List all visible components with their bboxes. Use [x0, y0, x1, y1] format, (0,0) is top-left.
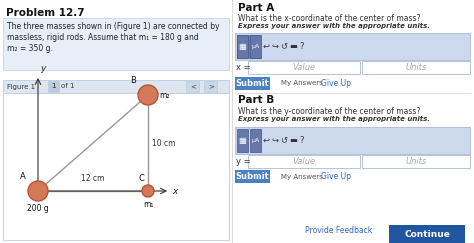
Text: ?: ?: [300, 136, 304, 145]
Text: 10 cm: 10 cm: [152, 139, 175, 148]
Text: Give Up: Give Up: [321, 79, 351, 88]
Text: m₂ = 350 g.: m₂ = 350 g.: [7, 44, 53, 53]
Text: Problem 12.7: Problem 12.7: [6, 8, 85, 18]
Text: massless, rigid rods. Assume that m₁ = 180 g and: massless, rigid rods. Assume that m₁ = 1…: [7, 33, 199, 42]
Circle shape: [142, 185, 154, 197]
Text: x =: x =: [236, 63, 251, 72]
Text: C: C: [138, 174, 144, 183]
Text: m₂: m₂: [159, 90, 170, 99]
Text: Express your answer with the appropriate units.: Express your answer with the appropriate…: [238, 116, 430, 122]
Text: ↪: ↪: [272, 42, 279, 51]
Text: Figure 1: Figure 1: [7, 84, 35, 89]
Text: Submit: Submit: [236, 79, 269, 88]
FancyBboxPatch shape: [389, 225, 465, 243]
Text: Submit: Submit: [236, 172, 269, 181]
Text: A: A: [20, 172, 26, 181]
Text: Provide Feedback: Provide Feedback: [305, 226, 373, 234]
Text: ?: ?: [300, 42, 304, 51]
Text: ↺: ↺: [281, 42, 288, 51]
Text: >: >: [208, 84, 214, 89]
Text: ▬: ▬: [289, 136, 297, 145]
Text: ▬: ▬: [289, 42, 297, 51]
Text: ▦: ▦: [238, 136, 246, 145]
FancyBboxPatch shape: [237, 35, 248, 58]
FancyBboxPatch shape: [186, 81, 199, 92]
Text: <: <: [190, 84, 196, 89]
Text: y: y: [40, 64, 46, 73]
FancyBboxPatch shape: [235, 77, 270, 90]
Text: Give Up: Give Up: [321, 172, 351, 181]
Text: Part B: Part B: [238, 95, 274, 105]
Text: m₁: m₁: [143, 200, 153, 209]
Text: Part A: Part A: [238, 3, 274, 13]
FancyBboxPatch shape: [248, 61, 360, 74]
Text: What is the x-coordinate of the center of mass?: What is the x-coordinate of the center o…: [238, 14, 420, 23]
Text: ↩: ↩: [263, 42, 270, 51]
FancyBboxPatch shape: [3, 93, 229, 240]
Text: µA: µA: [251, 44, 260, 49]
Text: Value: Value: [292, 63, 316, 72]
Text: My Answers: My Answers: [281, 174, 323, 180]
FancyBboxPatch shape: [48, 81, 59, 92]
FancyBboxPatch shape: [249, 35, 260, 58]
Text: ↪: ↪: [272, 136, 279, 145]
Circle shape: [138, 85, 158, 105]
Text: My Answers: My Answers: [281, 80, 323, 87]
FancyBboxPatch shape: [248, 155, 360, 168]
Text: Units: Units: [405, 63, 427, 72]
Text: 1: 1: [51, 84, 56, 89]
FancyBboxPatch shape: [204, 81, 217, 92]
FancyBboxPatch shape: [235, 33, 470, 60]
Text: The three masses shown in (Figure 1) are connected by: The three masses shown in (Figure 1) are…: [7, 22, 219, 31]
Text: x: x: [172, 186, 177, 196]
Text: Value: Value: [292, 157, 316, 166]
Text: 12 cm: 12 cm: [82, 174, 105, 183]
FancyBboxPatch shape: [235, 170, 270, 183]
FancyBboxPatch shape: [237, 129, 248, 152]
Text: 200 g: 200 g: [27, 204, 49, 213]
Text: ▦: ▦: [238, 42, 246, 51]
FancyBboxPatch shape: [3, 18, 229, 70]
Text: Units: Units: [405, 157, 427, 166]
FancyBboxPatch shape: [250, 35, 261, 58]
Text: µA: µA: [251, 138, 260, 143]
Text: Express your answer with the appropriate units.: Express your answer with the appropriate…: [238, 23, 430, 29]
Text: B: B: [130, 76, 136, 85]
Text: y =: y =: [236, 157, 251, 166]
Text: Continue: Continue: [404, 229, 450, 238]
FancyBboxPatch shape: [362, 155, 470, 168]
FancyBboxPatch shape: [362, 61, 470, 74]
FancyBboxPatch shape: [237, 35, 248, 58]
FancyBboxPatch shape: [3, 80, 229, 93]
Circle shape: [28, 181, 48, 201]
Text: What is the y-coordinate of the center of mass?: What is the y-coordinate of the center o…: [238, 107, 420, 116]
Text: of 1: of 1: [61, 84, 74, 89]
FancyBboxPatch shape: [250, 129, 261, 152]
FancyBboxPatch shape: [235, 127, 470, 154]
Text: ↩: ↩: [263, 136, 270, 145]
Text: ↺: ↺: [281, 136, 288, 145]
